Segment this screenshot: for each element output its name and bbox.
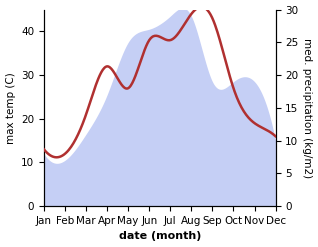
Y-axis label: max temp (C): max temp (C) bbox=[5, 72, 16, 144]
X-axis label: date (month): date (month) bbox=[119, 231, 201, 242]
Y-axis label: med. precipitation (kg/m2): med. precipitation (kg/m2) bbox=[302, 38, 313, 178]
